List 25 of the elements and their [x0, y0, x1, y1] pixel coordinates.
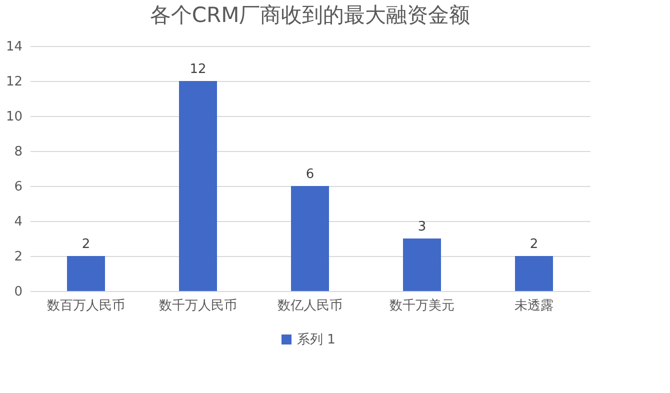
data-label: 6	[306, 167, 314, 182]
y-tick-label: 10	[6, 110, 22, 124]
legend-label: 系列 1	[297, 332, 336, 348]
x-tick-label: 数亿人民币	[278, 298, 342, 314]
data-label: 2	[82, 237, 90, 252]
x-tick-label: 数千万美元	[390, 298, 454, 314]
chart-title: 各个CRM厂商收到的最大融资金额	[150, 3, 470, 27]
y-tick-label: 8	[14, 144, 22, 160]
x-tick-label: 数百万人民币	[47, 298, 125, 314]
bar	[67, 256, 105, 291]
bar	[179, 81, 217, 291]
bar	[291, 186, 329, 291]
x-tick-label: 未透露	[514, 298, 554, 314]
data-label: 2	[530, 237, 538, 252]
y-tick-label: 0	[14, 284, 22, 300]
y-tick-label: 14	[6, 40, 22, 54]
y-tick-label: 4	[14, 214, 22, 230]
y-tick-label: 6	[14, 180, 22, 194]
x-tick-label: 数千万人民币	[159, 298, 237, 314]
y-tick-label: 2	[14, 250, 22, 264]
y-tick-label: 12	[6, 74, 22, 90]
data-label: 3	[418, 220, 426, 234]
bar	[515, 256, 553, 291]
data-label: 12	[190, 62, 206, 77]
bar	[403, 238, 441, 291]
